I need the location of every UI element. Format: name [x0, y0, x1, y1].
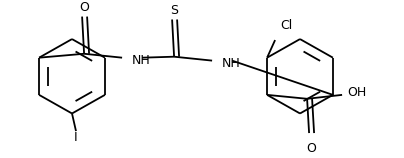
Text: NH: NH — [132, 54, 151, 67]
Text: OH: OH — [347, 86, 366, 99]
Text: Cl: Cl — [280, 19, 292, 32]
Text: S: S — [170, 4, 178, 17]
Text: NH: NH — [222, 57, 241, 70]
Text: O: O — [306, 142, 316, 155]
Text: I: I — [74, 131, 78, 144]
Text: O: O — [79, 1, 89, 14]
